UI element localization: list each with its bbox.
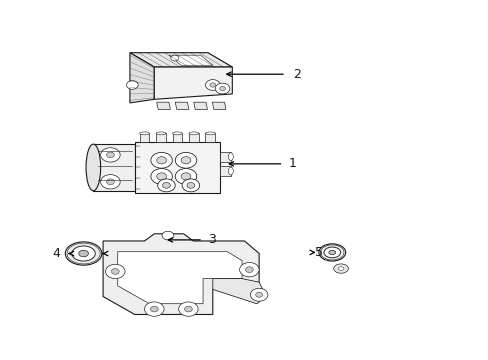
Polygon shape: [157, 102, 170, 109]
Circle shape: [162, 231, 173, 240]
Circle shape: [175, 152, 196, 168]
Ellipse shape: [328, 250, 335, 255]
Circle shape: [144, 302, 163, 316]
Circle shape: [205, 80, 220, 90]
Ellipse shape: [337, 267, 343, 270]
Polygon shape: [175, 102, 188, 109]
Ellipse shape: [324, 247, 340, 258]
Bar: [205, 134, 215, 142]
Circle shape: [151, 152, 172, 168]
Ellipse shape: [333, 264, 347, 273]
Polygon shape: [168, 55, 212, 65]
Ellipse shape: [318, 244, 345, 261]
Circle shape: [150, 306, 158, 312]
Circle shape: [157, 173, 166, 180]
Circle shape: [101, 148, 120, 162]
Circle shape: [170, 55, 178, 61]
Circle shape: [158, 179, 175, 192]
Ellipse shape: [205, 132, 215, 135]
Polygon shape: [212, 279, 266, 304]
Circle shape: [106, 179, 114, 185]
Circle shape: [181, 157, 190, 164]
Circle shape: [106, 152, 114, 158]
Circle shape: [239, 262, 259, 277]
Polygon shape: [154, 67, 232, 99]
Bar: [220, 166, 230, 176]
Text: 2: 2: [293, 68, 301, 81]
Circle shape: [105, 264, 125, 279]
Polygon shape: [130, 53, 154, 103]
Circle shape: [101, 175, 120, 189]
Ellipse shape: [140, 132, 149, 135]
Text: 4: 4: [52, 247, 60, 260]
Ellipse shape: [65, 242, 102, 265]
Polygon shape: [130, 53, 232, 67]
Text: 3: 3: [207, 233, 215, 246]
Bar: [135, 142, 220, 193]
Bar: [220, 152, 230, 162]
Circle shape: [182, 179, 199, 192]
Polygon shape: [103, 234, 259, 315]
Circle shape: [162, 183, 170, 188]
Ellipse shape: [228, 153, 233, 161]
Bar: [156, 134, 165, 142]
Ellipse shape: [72, 246, 95, 261]
Ellipse shape: [156, 132, 165, 135]
Bar: [172, 134, 182, 142]
Ellipse shape: [86, 144, 101, 191]
Circle shape: [126, 81, 138, 89]
Ellipse shape: [189, 132, 199, 135]
Bar: [93, 144, 135, 191]
Polygon shape: [118, 252, 242, 304]
Text: 1: 1: [288, 157, 296, 170]
Circle shape: [245, 267, 253, 273]
Circle shape: [209, 83, 215, 87]
Circle shape: [255, 292, 262, 297]
Circle shape: [178, 302, 198, 316]
Circle shape: [215, 83, 229, 94]
Circle shape: [111, 269, 119, 274]
Bar: [140, 134, 149, 142]
Circle shape: [186, 183, 194, 188]
Ellipse shape: [172, 132, 182, 135]
Circle shape: [175, 168, 196, 184]
Circle shape: [250, 288, 267, 301]
Circle shape: [157, 157, 166, 164]
Polygon shape: [193, 102, 207, 109]
Text: 5: 5: [315, 246, 323, 259]
Ellipse shape: [79, 250, 88, 257]
Ellipse shape: [228, 167, 233, 175]
Circle shape: [184, 306, 192, 312]
Bar: [189, 134, 199, 142]
Circle shape: [151, 168, 172, 184]
Circle shape: [181, 173, 190, 180]
Polygon shape: [212, 102, 225, 109]
Circle shape: [219, 86, 225, 91]
